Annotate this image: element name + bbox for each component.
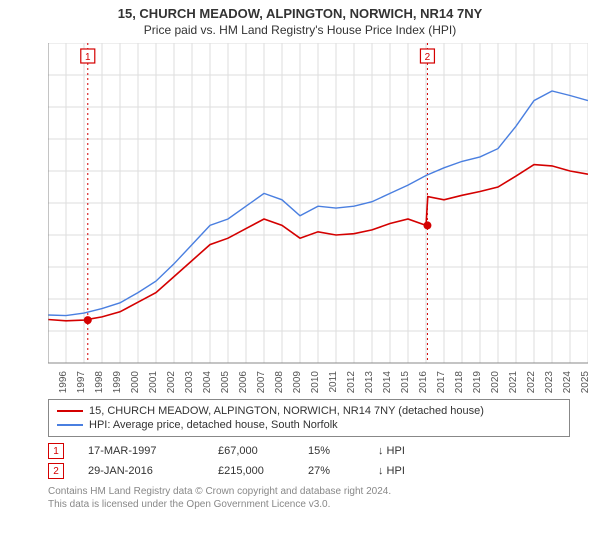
svg-text:2015: 2015 [400,371,411,393]
transaction-price: £215,000 [218,465,308,477]
svg-text:1999: 1999 [112,371,123,393]
svg-text:2018: 2018 [454,371,465,393]
svg-text:1997: 1997 [76,371,87,393]
svg-text:1996: 1996 [58,371,69,393]
svg-text:2019: 2019 [472,371,483,393]
svg-text:2017: 2017 [436,371,447,393]
copyright-line1: Contains HM Land Registry data © Crown c… [48,485,570,498]
transaction-row: 2 29-JAN-2016£215,00027%↓ HPI [48,461,570,481]
svg-text:2024: 2024 [562,371,573,393]
svg-text:2023: 2023 [544,371,555,393]
svg-text:2012: 2012 [346,371,357,393]
transaction-price: £67,000 [218,445,308,457]
svg-text:1998: 1998 [94,371,105,393]
chart-container: 15, CHURCH MEADOW, ALPINGTON, NORWICH, N… [0,0,600,560]
transaction-direction: ↓ HPI [378,445,438,457]
svg-text:1995: 1995 [48,371,51,393]
svg-text:2013: 2013 [364,371,375,393]
svg-text:2020: 2020 [490,371,501,393]
legend-swatch [57,410,83,412]
svg-text:2021: 2021 [508,371,519,393]
transaction-delta: 27% [308,465,378,477]
transaction-marker: 2 [48,463,64,479]
svg-text:2004: 2004 [202,371,213,393]
svg-text:2011: 2011 [328,371,339,393]
svg-text:2: 2 [425,52,431,63]
legend-row: 15, CHURCH MEADOW, ALPINGTON, NORWICH, N… [57,404,561,418]
svg-text:2003: 2003 [184,371,195,393]
svg-text:2007: 2007 [256,371,267,393]
svg-text:2002: 2002 [166,371,177,393]
svg-text:2010: 2010 [310,371,321,393]
line-chart-svg: £0£50K£100K£150K£200K£250K£300K£350K£400… [48,43,588,393]
svg-text:2006: 2006 [238,371,249,393]
svg-text:2009: 2009 [292,371,303,393]
svg-text:2016: 2016 [418,371,429,393]
legend-swatch [57,424,83,426]
svg-text:2005: 2005 [220,371,231,393]
svg-text:1: 1 [85,52,91,63]
svg-text:2014: 2014 [382,371,393,393]
transaction-row: 1 17-MAR-1997£67,00015%↓ HPI [48,441,570,461]
svg-text:2001: 2001 [148,371,159,393]
chart-subtitle: Price paid vs. HM Land Registry's House … [0,21,600,43]
legend-label: HPI: Average price, detached house, Sout… [89,419,338,431]
chart-title-address: 15, CHURCH MEADOW, ALPINGTON, NORWICH, N… [0,0,600,21]
legend-box: 15, CHURCH MEADOW, ALPINGTON, NORWICH, N… [48,399,570,437]
svg-text:2025: 2025 [580,371,588,393]
copyright-notice: Contains HM Land Registry data © Crown c… [48,485,570,511]
transaction-delta: 15% [308,445,378,457]
chart-plot-area: £0£50K£100K£150K£200K£250K£300K£350K£400… [48,43,588,393]
legend-row: HPI: Average price, detached house, Sout… [57,418,561,432]
svg-text:2022: 2022 [526,371,537,393]
svg-text:2000: 2000 [130,371,141,393]
transaction-table: 1 17-MAR-1997£67,00015%↓ HPI 2 29-JAN-2016£… [48,441,570,481]
transaction-date: 17-MAR-1997 [88,445,218,457]
svg-text:2008: 2008 [274,371,285,393]
transaction-date: 29-JAN-2016 [88,465,218,477]
copyright-line2: This data is licensed under the Open Gov… [48,498,570,511]
legend-label: 15, CHURCH MEADOW, ALPINGTON, NORWICH, N… [89,405,484,417]
transaction-marker: 1 [48,443,64,459]
transaction-direction: ↓ HPI [378,465,438,477]
